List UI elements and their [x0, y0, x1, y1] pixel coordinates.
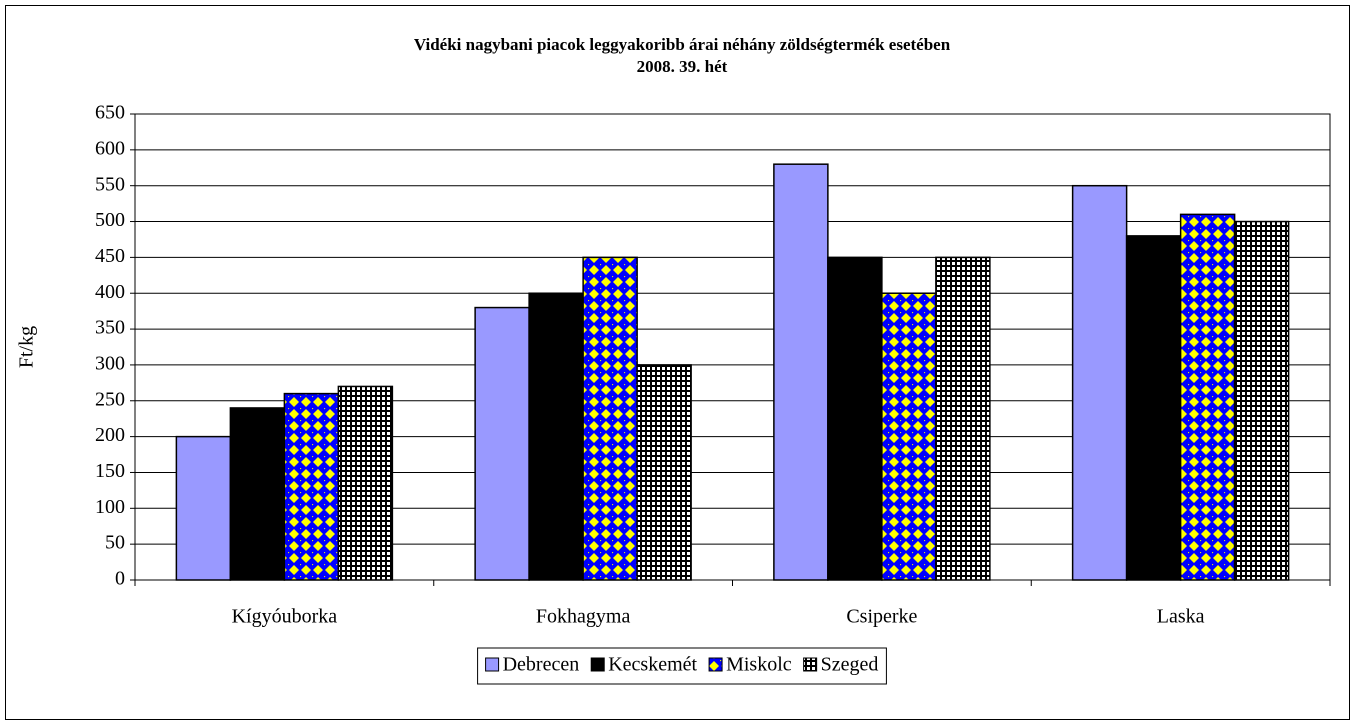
- legend-swatch: [803, 657, 818, 672]
- x-tick-label: Fokhagyma: [536, 606, 631, 628]
- bar: [1179, 213, 1236, 581]
- y-tick-label: 150: [95, 460, 125, 482]
- chart-title: Vidéki nagybani piacok leggyakoribb árai…: [414, 35, 951, 54]
- y-tick-label: 50: [105, 532, 125, 554]
- bar: [881, 292, 937, 581]
- y-tick-label: 550: [95, 173, 125, 195]
- bar: [1071, 184, 1128, 581]
- bar: [474, 306, 530, 581]
- legend-label: Debrecen: [503, 654, 580, 676]
- y-tick-label: 200: [95, 424, 125, 446]
- bar: [582, 256, 638, 581]
- x-tick-label: Laska: [1157, 606, 1205, 628]
- y-tick-label: 100: [95, 496, 125, 518]
- x-tick-label: Csiperke: [846, 606, 917, 628]
- bar: [229, 407, 286, 581]
- bar: [337, 385, 394, 581]
- bar: [827, 256, 883, 581]
- y-tick-label: 300: [95, 353, 125, 375]
- bar: [636, 364, 692, 581]
- y-tick-label: 250: [95, 388, 125, 410]
- y-axis-label: Ft/kg: [16, 326, 38, 368]
- y-tick-label: 500: [95, 209, 125, 231]
- bar: [935, 256, 991, 581]
- legend-label: Miskolc: [726, 654, 792, 676]
- legend-label: Kecskemét: [608, 654, 697, 676]
- y-tick-label: 350: [95, 317, 125, 339]
- y-tick-label: 450: [95, 245, 125, 267]
- legend-label: Szeged: [821, 654, 879, 676]
- legend-swatch: [590, 657, 605, 672]
- legend-swatch: [708, 657, 723, 672]
- y-tick-label: 650: [95, 102, 125, 124]
- bar: [175, 435, 232, 581]
- legend-box: [477, 647, 887, 685]
- bar: [528, 292, 584, 581]
- y-tick-label: 400: [95, 281, 125, 303]
- y-tick-label: 0: [115, 568, 125, 590]
- chart-subtitle: 2008. 39. hét: [637, 57, 728, 76]
- bar: [1125, 235, 1182, 581]
- bar: [1233, 220, 1290, 581]
- x-tick-label: Kígyóuborka: [232, 606, 338, 628]
- bar: [773, 163, 829, 581]
- y-tick-label: 600: [95, 137, 125, 159]
- bar: [283, 392, 340, 581]
- legend-swatch: [485, 657, 500, 672]
